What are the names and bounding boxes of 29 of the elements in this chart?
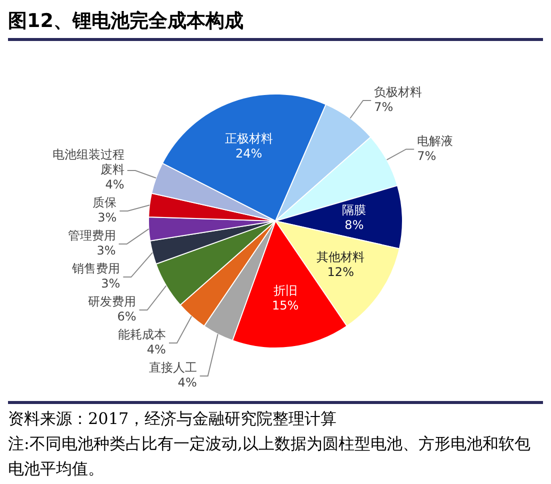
slice-label: 研发费用	[88, 294, 136, 309]
data-label: 24%	[235, 146, 262, 161]
data-label: 8%	[344, 218, 364, 232]
data-label: 7%	[374, 100, 394, 114]
data-label: 3%	[98, 210, 117, 225]
data-label: 6%	[117, 310, 136, 324]
slice-label: 负极材料	[374, 85, 422, 100]
slice-label: 电池组装过程废料	[52, 148, 124, 177]
slice-label: 能耗成本	[118, 328, 166, 342]
chart-title: 图12、锂电池完全成本构成	[8, 8, 543, 41]
text: 注:不同电池种类占比有一定波动,以上数据为圆柱型电池、方形电池和软包电池平均值。	[8, 433, 532, 480]
data-label: 12%	[327, 264, 354, 279]
data-label: 3%	[101, 276, 120, 291]
text: 资料来源：2017，经济与金融研究院整理计算	[8, 408, 338, 430]
slice-label: 正极材料	[224, 132, 273, 146]
slice-label: 质保	[92, 196, 117, 210]
data-label: 7%	[417, 148, 436, 163]
data-label: 3%	[96, 244, 116, 258]
slice-label: 直接人工	[148, 360, 197, 375]
slice-label: 折旧	[273, 284, 298, 298]
slice-label: 销售费用	[71, 262, 120, 276]
slice-label: 管理费用	[68, 228, 116, 243]
data-label: 4%	[178, 376, 197, 390]
data-label: 15%	[272, 298, 299, 313]
slice-label: 其他材料	[316, 250, 365, 264]
slice-label: 隔膜	[342, 203, 366, 218]
data-label: 4%	[146, 342, 166, 357]
data-label: 4%	[105, 178, 124, 192]
slice-label: 电解液	[417, 134, 454, 148]
